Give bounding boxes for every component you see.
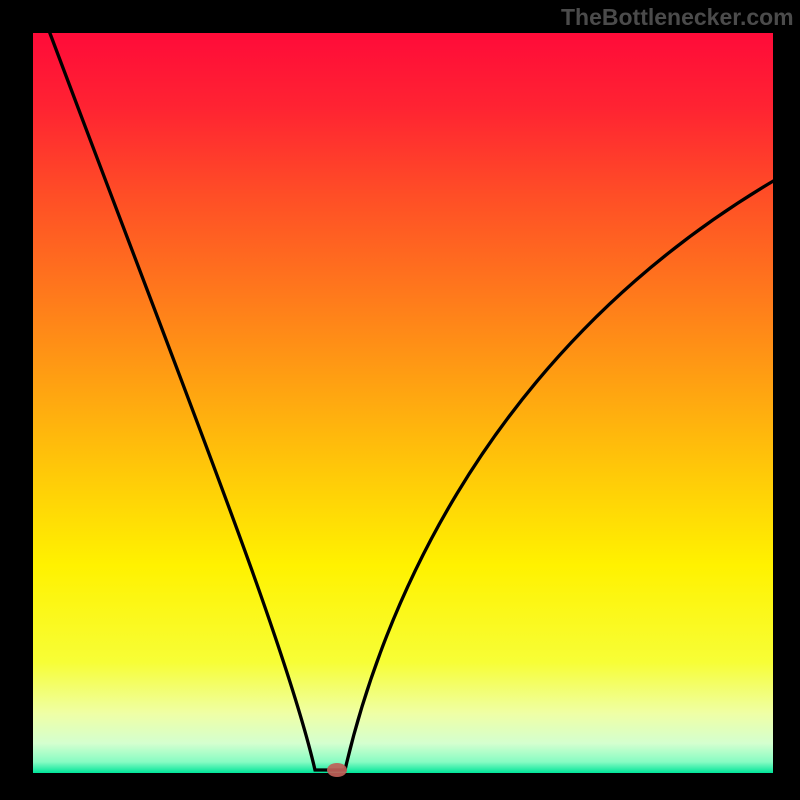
watermark-label: TheBottlenecker.com [561, 4, 794, 31]
bottleneck-marker [327, 763, 347, 777]
chart-canvas: TheBottlenecker.com [0, 0, 800, 800]
plot-area [33, 33, 773, 773]
